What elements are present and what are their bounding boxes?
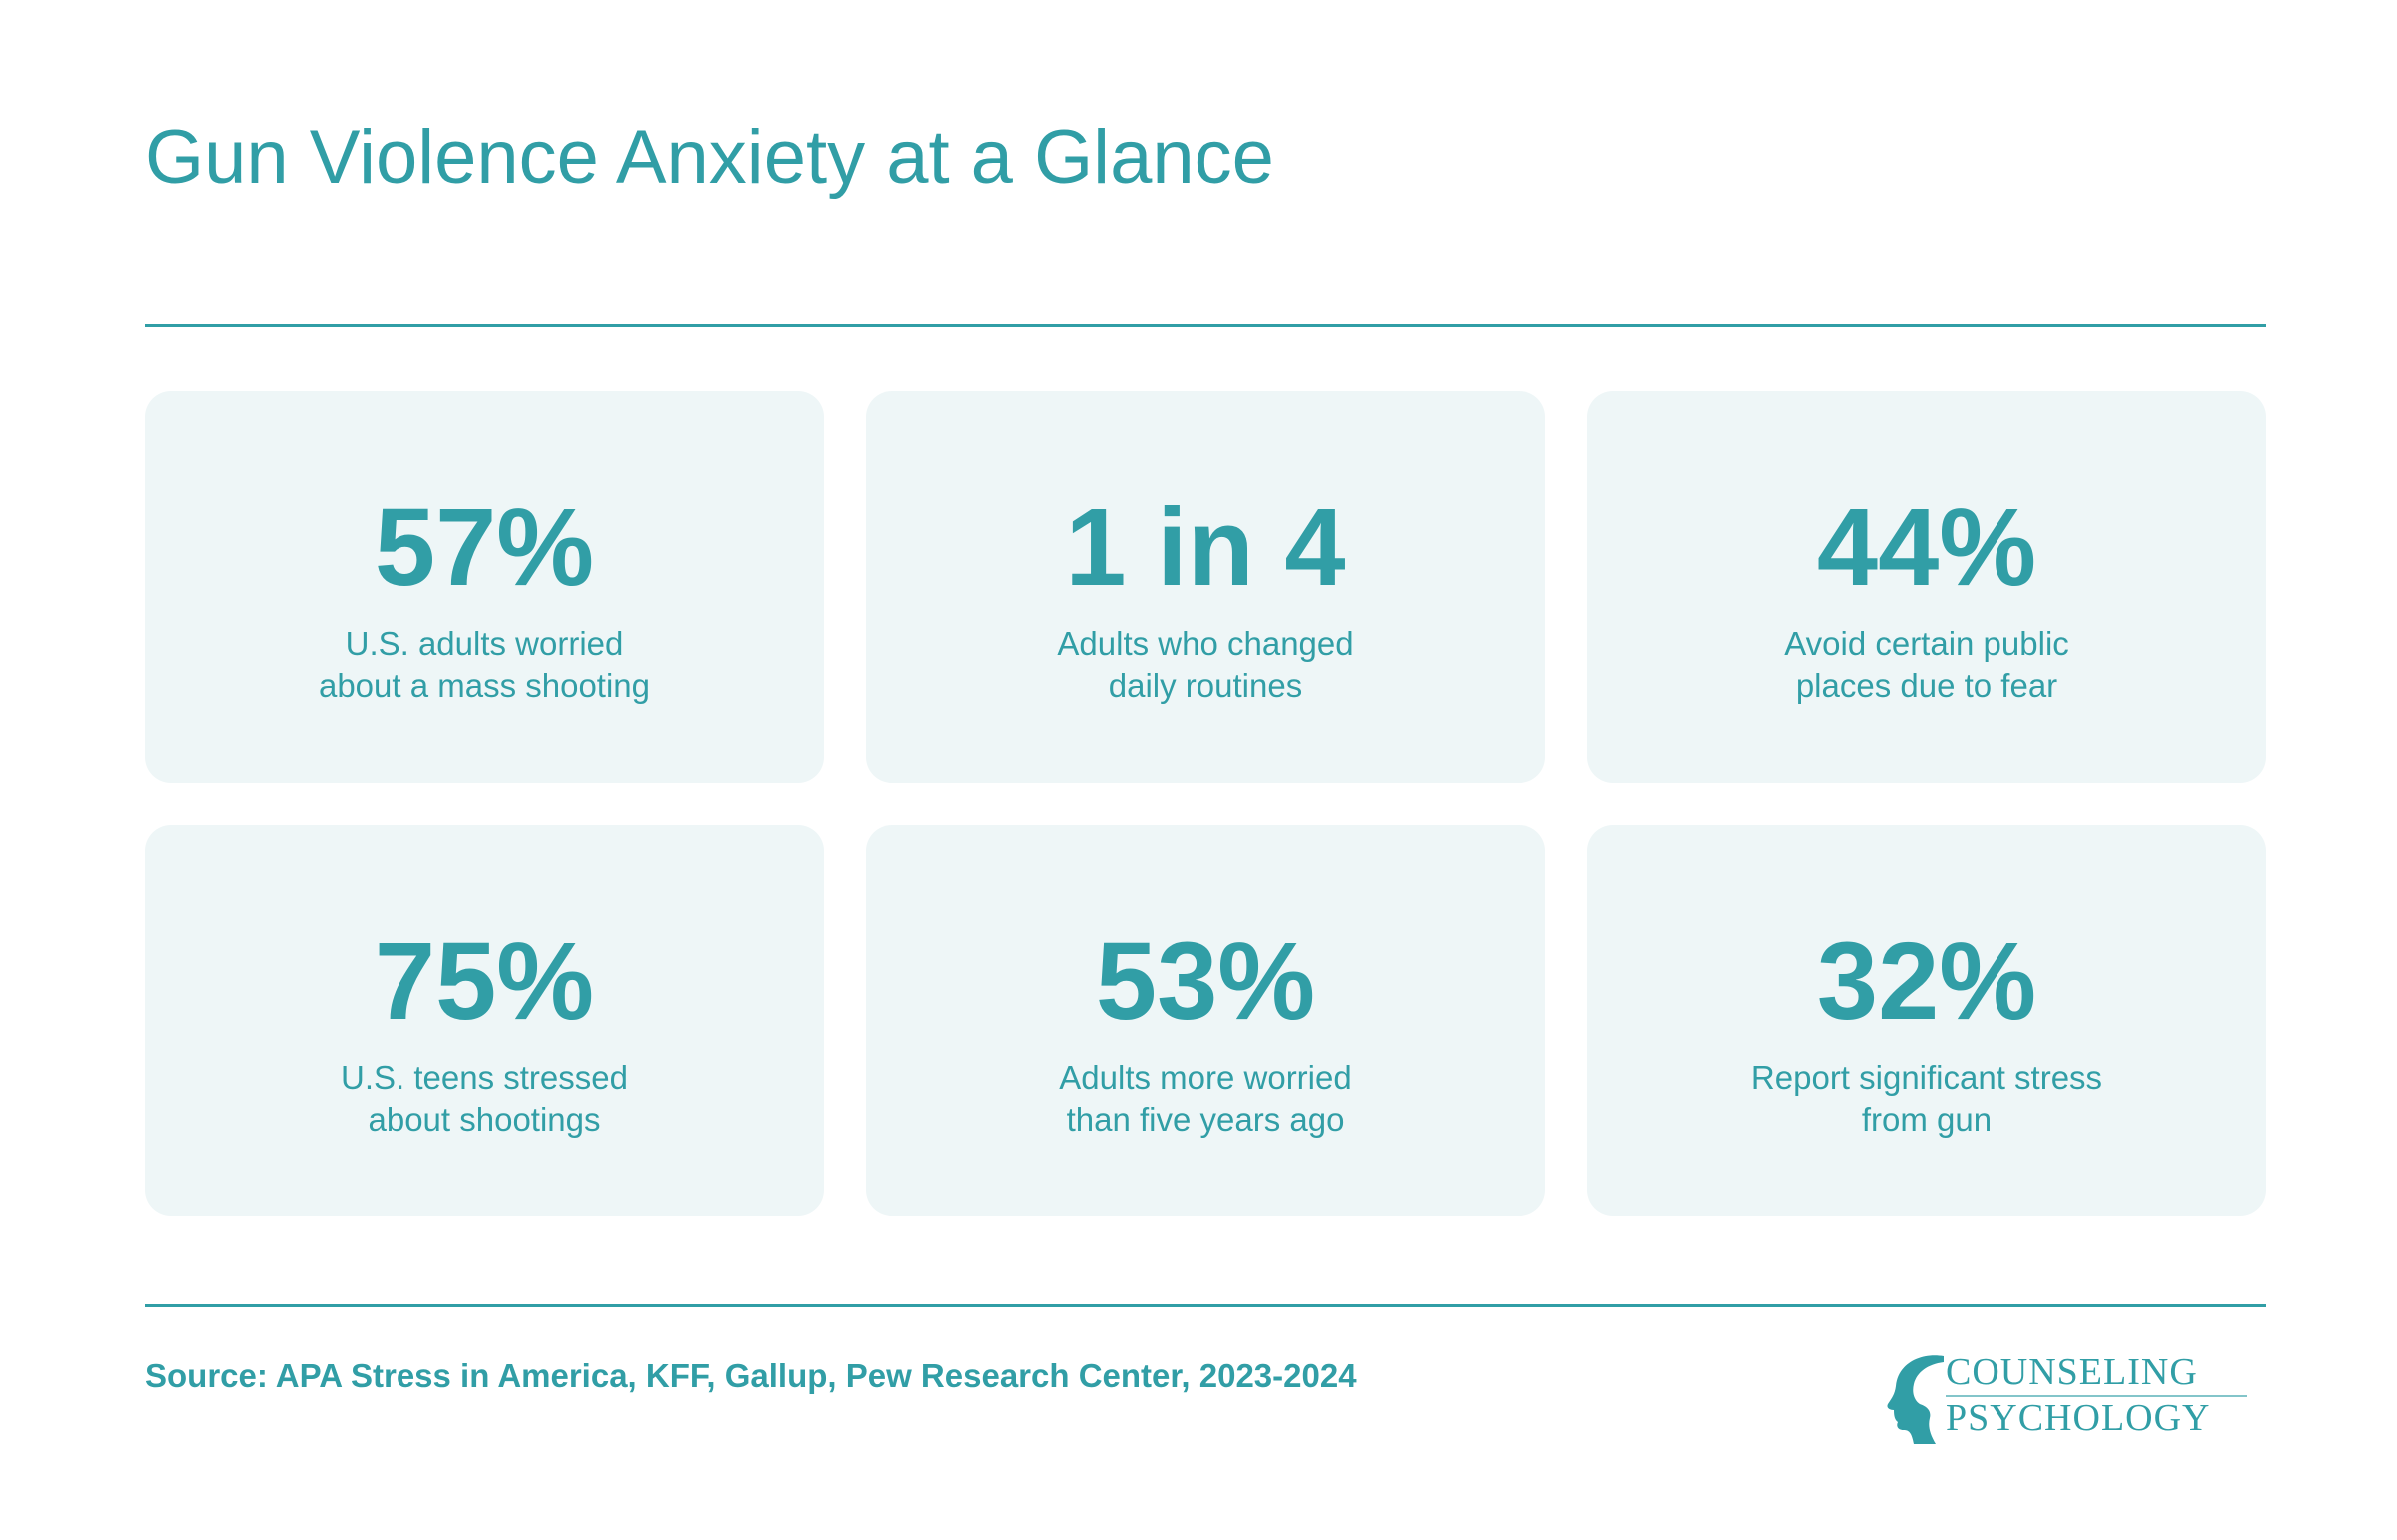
counseling-psychology-logo: COUNSELING PSYCHOLOGY bbox=[1886, 1348, 2255, 1448]
logo-text-top: COUNSELING bbox=[1946, 1351, 2198, 1393]
stat-label: Report significant stress from gun bbox=[1750, 1059, 2103, 1138]
source-citation: Source: APA Stress in America, KFF, Gall… bbox=[145, 1357, 1357, 1394]
stat-label: U.S. teens stressed about shootings bbox=[341, 1059, 628, 1138]
stat-card: 57% U.S. adults worried about a mass sho… bbox=[145, 391, 824, 783]
stat-label: Avoid certain public places due to fear bbox=[1784, 625, 2069, 704]
stat-value: 53% bbox=[1095, 920, 1316, 1043]
head-profile-icon bbox=[1887, 1355, 1944, 1444]
logo-text-bottom: PSYCHOLOGY bbox=[1946, 1397, 2211, 1439]
stat-value: 57% bbox=[374, 486, 595, 609]
stat-label: Adults who changed daily routines bbox=[1057, 625, 1354, 704]
logo-divider bbox=[1946, 1395, 2247, 1397]
stat-card: 75% U.S. teens stressed about shootings bbox=[145, 825, 824, 1216]
stat-card: 44% Avoid certain public places due to f… bbox=[1587, 391, 2266, 783]
stat-label: U.S. adults worried about a mass shootin… bbox=[318, 625, 651, 704]
stat-card: 32% Report significant stress from gun bbox=[1587, 825, 2266, 1216]
stat-value: 1 in 4 bbox=[1065, 486, 1346, 609]
stat-card: 53% Adults more worried than five years … bbox=[866, 825, 1545, 1216]
stat-value: 44% bbox=[1816, 486, 2037, 609]
stat-value: 75% bbox=[374, 920, 595, 1043]
stat-card: 1 in 4 Adults who changed daily routines bbox=[866, 391, 1545, 783]
top-divider bbox=[145, 324, 2266, 327]
page-title: Gun Violence Anxiety at a Glance bbox=[145, 115, 1274, 200]
stat-value: 32% bbox=[1816, 920, 2037, 1043]
bottom-divider bbox=[145, 1304, 2266, 1307]
stat-label: Adults more worried than five years ago bbox=[1059, 1059, 1352, 1138]
stats-grid: 57% U.S. adults worried about a mass sho… bbox=[145, 391, 2266, 1216]
